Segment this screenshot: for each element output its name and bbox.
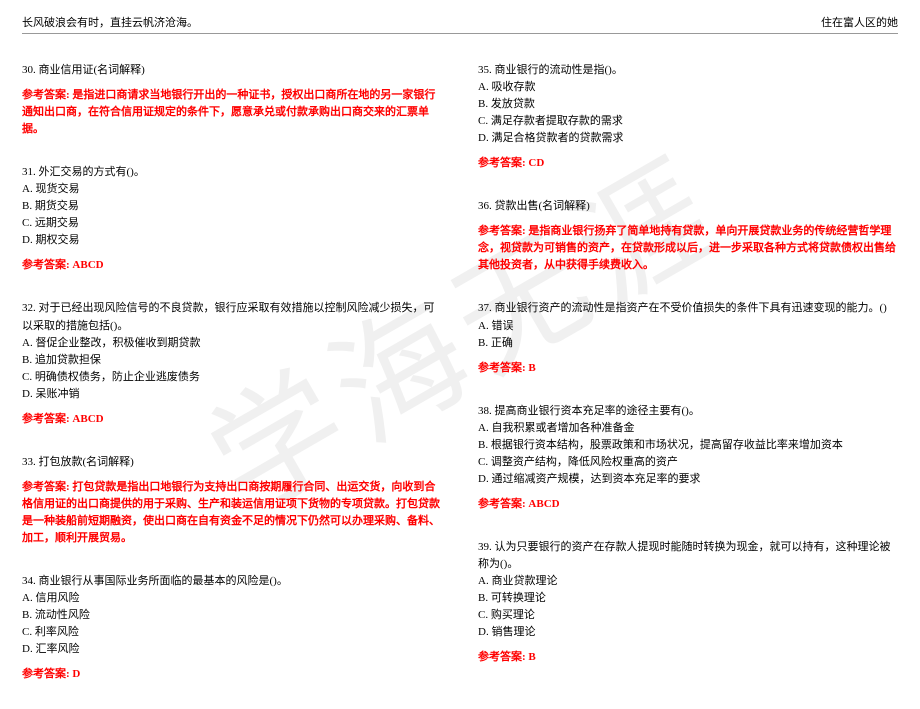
options-list: A. 信用风险B. 流动性风险C. 利率风险D. 汇率风险 <box>22 590 442 658</box>
right-column: 35. 商业银行的流动性是指()。A. 吸收存款B. 发放贷款C. 满足存款者提… <box>478 62 898 709</box>
option-item: C. 调整资产结构，降低风险权重高的资产 <box>478 454 898 471</box>
answer-text: 参考答案: ABCD <box>478 496 898 513</box>
option-item: D. 满足合格贷款者的贷款需求 <box>478 130 898 147</box>
option-item: D. 通过缩减资产规模，达到资本充足率的要求 <box>478 471 898 488</box>
question-block: 31. 外汇交易的方式有()。A. 现货交易B. 期货交易C. 远期交易D. 期… <box>22 164 442 274</box>
option-item: A. 现货交易 <box>22 181 442 198</box>
answer-text: 参考答案: ABCD <box>22 257 442 274</box>
question-block: 32. 对于已经出现风险信号的不良贷款，银行应采取有效措施以控制风险减少损失，可… <box>22 300 442 427</box>
question-text: 39. 认为只要银行的资产在存款人提现时能随时转换为现金，就可以持有，这种理论被… <box>478 539 898 573</box>
question-text: 33. 打包放款(名词解释) <box>22 454 442 471</box>
option-item: B. 正确 <box>478 335 898 352</box>
question-text: 30. 商业信用证(名词解释) <box>22 62 442 79</box>
option-item: B. 可转换理论 <box>478 590 898 607</box>
header-left: 长风破浪会有时，直挂云帆济沧海。 <box>22 14 198 30</box>
option-item: A. 错误 <box>478 318 898 335</box>
question-block: 35. 商业银行的流动性是指()。A. 吸收存款B. 发放贷款C. 满足存款者提… <box>478 62 898 172</box>
option-item: A. 督促企业整改，积极催收到期贷款 <box>22 335 442 352</box>
answer-text: 参考答案: B <box>478 649 898 666</box>
option-item: C. 明确债权债务，防止企业逃废债务 <box>22 369 442 386</box>
option-item: A. 吸收存款 <box>478 79 898 96</box>
answer-text: 参考答案: 是指商业银行扬弃了简单地持有贷款，单向开展贷款业务的传统经营哲学理念… <box>478 223 898 274</box>
question-block: 38. 提高商业银行资本充足率的途径主要有()。A. 自我积累或者增加各种准备金… <box>478 403 898 513</box>
option-item: A. 信用风险 <box>22 590 442 607</box>
option-item: B. 期货交易 <box>22 198 442 215</box>
question-text: 31. 外汇交易的方式有()。 <box>22 164 442 181</box>
option-item: A. 商业贷款理论 <box>478 573 898 590</box>
answer-text: 参考答案: ABCD <box>22 411 442 428</box>
question-block: 33. 打包放款(名词解释) 参考答案: 打包贷款是指出口地银行为支持出口商按期履… <box>22 454 442 547</box>
question-text: 35. 商业银行的流动性是指()。 <box>478 62 898 79</box>
page-container: 长风破浪会有时，直挂云帆济沧海。 住在富人区的她 30. 商业信用证(名词解释)… <box>0 0 920 709</box>
question-block: 37. 商业银行资产的流动性是指资产在不受价值损失的条件下具有迅速变现的能力。(… <box>478 300 898 376</box>
answer-text: 参考答案: D <box>22 666 442 683</box>
option-item: D. 期权交易 <box>22 232 442 249</box>
page-header: 长风破浪会有时，直挂云帆济沧海。 住在富人区的她 <box>22 14 898 34</box>
question-block: 36. 贷款出售(名词解释) 参考答案: 是指商业银行扬弃了简单地持有贷款，单向开… <box>478 198 898 274</box>
question-text: 36. 贷款出售(名词解释) <box>478 198 898 215</box>
question-block: 30. 商业信用证(名词解释) 参考答案: 是指进口商请求当地银行开出的一种证书，… <box>22 62 442 138</box>
options-list: A. 现货交易B. 期货交易C. 远期交易D. 期权交易 <box>22 181 442 249</box>
question-block: 34. 商业银行从事国际业务所面临的最基本的风险是()。A. 信用风险B. 流动… <box>22 573 442 683</box>
options-list: A. 商业贷款理论B. 可转换理论C. 购买理论D. 销售理论 <box>478 573 898 641</box>
question-text: 38. 提高商业银行资本充足率的途径主要有()。 <box>478 403 898 420</box>
option-item: B. 发放贷款 <box>478 96 898 113</box>
options-list: A. 自我积累或者增加各种准备金B. 根据银行资本结构，股票政策和市场状况，提高… <box>478 420 898 488</box>
option-item: C. 利率风险 <box>22 624 442 641</box>
left-column: 30. 商业信用证(名词解释) 参考答案: 是指进口商请求当地银行开出的一种证书，… <box>22 62 442 709</box>
option-item: D. 汇率风险 <box>22 641 442 658</box>
question-text: 34. 商业银行从事国际业务所面临的最基本的风险是()。 <box>22 573 442 590</box>
option-item: C. 满足存款者提取存款的需求 <box>478 113 898 130</box>
answer-text: 参考答案: 打包贷款是指出口地银行为支持出口商按期履行合同、出运交货，向收到合格… <box>22 479 442 547</box>
option-item: C. 购买理论 <box>478 607 898 624</box>
options-list: A. 吸收存款B. 发放贷款C. 满足存款者提取存款的需求D. 满足合格贷款者的… <box>478 79 898 147</box>
option-item: A. 自我积累或者增加各种准备金 <box>478 420 898 437</box>
option-item: B. 根据银行资本结构，股票政策和市场状况，提高留存收益比率来增加资本 <box>478 437 898 454</box>
option-item: D. 销售理论 <box>478 624 898 641</box>
option-item: C. 远期交易 <box>22 215 442 232</box>
option-item: B. 流动性风险 <box>22 607 442 624</box>
option-item: D. 呆账冲销 <box>22 386 442 403</box>
question-text: 32. 对于已经出现风险信号的不良贷款，银行应采取有效措施以控制风险减少损失，可… <box>22 300 442 334</box>
question-text: 37. 商业银行资产的流动性是指资产在不受价值损失的条件下具有迅速变现的能力。(… <box>478 300 898 317</box>
options-list: A. 错误B. 正确 <box>478 318 898 352</box>
question-block: 39. 认为只要银行的资产在存款人提现时能随时转换为现金，就可以持有，这种理论被… <box>478 539 898 666</box>
answer-text: 参考答案: CD <box>478 155 898 172</box>
option-item: B. 追加贷款担保 <box>22 352 442 369</box>
content-columns: 30. 商业信用证(名词解释) 参考答案: 是指进口商请求当地银行开出的一种证书，… <box>22 62 898 709</box>
options-list: A. 督促企业整改，积极催收到期贷款B. 追加贷款担保C. 明确债权债务，防止企… <box>22 335 442 403</box>
answer-text: 参考答案: B <box>478 360 898 377</box>
header-right: 住在富人区的她 <box>821 14 898 30</box>
answer-text: 参考答案: 是指进口商请求当地银行开出的一种证书，授权出口商所在地的另一家银行通… <box>22 87 442 138</box>
